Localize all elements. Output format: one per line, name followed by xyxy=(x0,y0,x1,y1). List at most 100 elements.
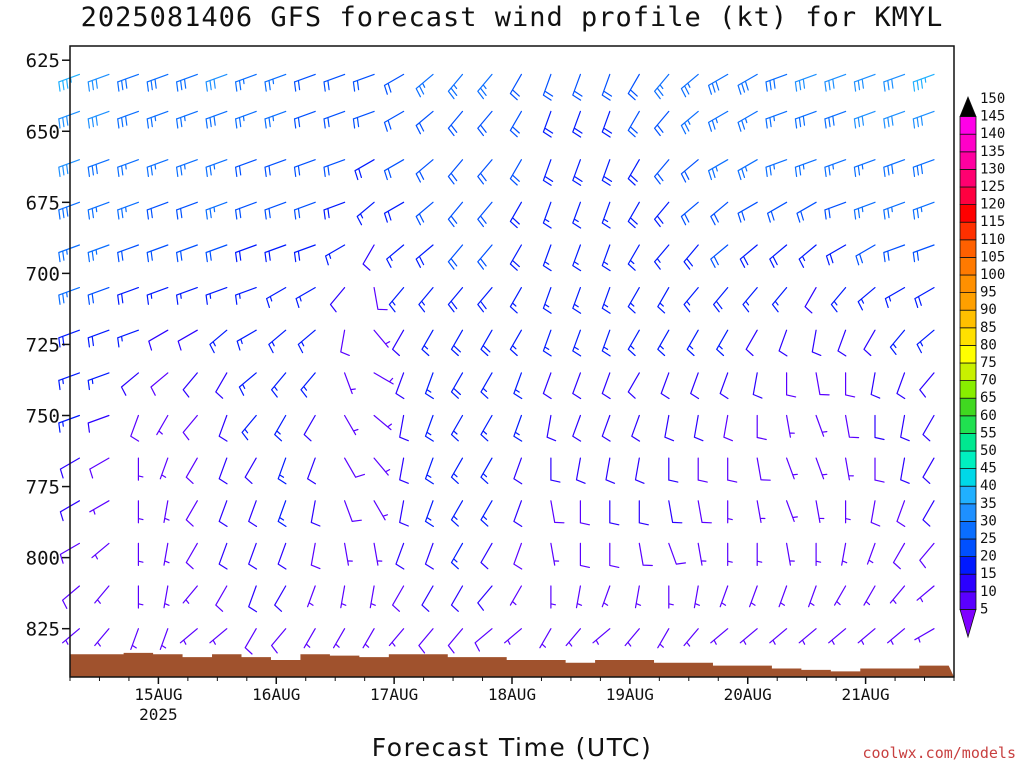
wind-barb xyxy=(664,414,675,442)
colorbar-label: 65 xyxy=(980,390,997,406)
wind-barb xyxy=(572,329,582,357)
chart-title: 2025081406 GFS forecast wind profile (kt… xyxy=(80,2,944,33)
wind-barb xyxy=(480,414,493,442)
colorbar-label: 50 xyxy=(980,443,997,459)
wind-barb xyxy=(293,159,316,177)
wind-barb xyxy=(922,500,935,527)
wind-barb xyxy=(395,542,405,570)
wind-barb xyxy=(786,457,798,480)
wind-barb xyxy=(660,372,670,400)
wind-barb xyxy=(474,628,493,652)
wind-barb xyxy=(708,73,729,95)
y-axis: 625 650 675 700 725 750 775 800 825 xyxy=(26,50,70,641)
wind-barb xyxy=(264,159,287,177)
wind-barb xyxy=(117,110,139,129)
wind-barb xyxy=(159,628,169,650)
wind-barb xyxy=(424,414,434,442)
wind-barb xyxy=(737,201,758,223)
wind-barb xyxy=(654,159,670,185)
wind-barb xyxy=(477,585,493,611)
wind-barb xyxy=(798,244,817,268)
wind-barb-layer xyxy=(58,73,935,655)
wind-barb xyxy=(218,457,228,485)
wind-barb xyxy=(883,110,906,129)
wind-barb xyxy=(264,244,287,263)
colorbar-segment xyxy=(959,292,977,311)
wind-barb xyxy=(883,244,906,263)
wind-barb xyxy=(163,500,170,523)
wind-barb xyxy=(373,542,383,566)
wind-barb xyxy=(550,457,561,483)
surface-terrain xyxy=(70,652,954,677)
wind-barb xyxy=(117,287,139,305)
wind-barb xyxy=(392,585,405,612)
wind-barb xyxy=(356,201,375,226)
wind-barb xyxy=(697,500,712,524)
wind-barb xyxy=(690,372,700,400)
wind-barb xyxy=(824,159,847,177)
wind-barb xyxy=(710,244,729,268)
wind-barb xyxy=(786,500,798,522)
y-tick-label: 625 xyxy=(26,50,60,72)
wind-barb xyxy=(627,329,640,357)
wind-barb xyxy=(480,329,493,357)
y-tick-label: 800 xyxy=(26,548,60,570)
wind-barb xyxy=(450,457,464,484)
wind-barb xyxy=(719,585,729,608)
wind-barb xyxy=(916,329,935,354)
colorbar-segment xyxy=(959,468,977,487)
wind-barb xyxy=(344,372,356,395)
wind-barb xyxy=(542,329,552,357)
wind-barb xyxy=(163,542,170,566)
wind-barb xyxy=(447,73,464,100)
y-tick-label: 750 xyxy=(26,406,60,428)
wind-barb xyxy=(912,110,935,129)
wind-barb xyxy=(218,542,228,570)
wind-barb xyxy=(825,244,847,266)
wind-barb xyxy=(693,414,704,442)
wind-barb xyxy=(912,244,935,263)
wind-barb xyxy=(87,414,110,433)
wind-barb xyxy=(601,201,611,229)
colorbar-label: 115 xyxy=(980,214,1005,230)
wind-barb xyxy=(572,73,583,101)
wind-barb xyxy=(383,73,405,95)
wind-barb xyxy=(244,628,257,655)
wind-barb xyxy=(845,414,860,439)
colorbar-segment xyxy=(959,95,977,117)
wind-barb xyxy=(575,457,586,484)
wind-barb xyxy=(683,287,699,313)
wind-barb xyxy=(627,73,640,101)
colorbar-segment xyxy=(959,556,977,575)
wind-barb xyxy=(392,329,405,357)
wind-barb xyxy=(572,159,583,186)
wind-barb xyxy=(58,372,80,391)
colorbar-label: 35 xyxy=(980,496,997,512)
wind-barb xyxy=(708,159,729,181)
wind-barb xyxy=(137,542,144,566)
wind-barb xyxy=(513,457,523,485)
wind-barb xyxy=(344,542,353,566)
wind-barb xyxy=(218,414,228,442)
x-tick-label: 20AUG xyxy=(724,685,772,704)
wind-barb xyxy=(295,287,316,308)
wind-barb xyxy=(383,110,405,132)
wind-barb xyxy=(509,585,522,606)
x-tick-label: 17AUG xyxy=(370,685,418,704)
wind-barb xyxy=(120,372,139,396)
wind-barb xyxy=(853,73,876,92)
wind-barb xyxy=(815,457,828,480)
wind-barb xyxy=(542,73,554,101)
colorbar-label: 60 xyxy=(980,408,997,424)
wind-barb xyxy=(215,585,228,612)
wind-barb xyxy=(307,585,316,608)
wind-barb xyxy=(205,110,228,129)
wind-barb xyxy=(539,628,552,649)
wind-barb xyxy=(654,244,670,270)
colorbar-label: 75 xyxy=(980,355,997,371)
wind-barb xyxy=(546,414,557,442)
colorbar-label: 45 xyxy=(980,461,997,477)
wind-barb xyxy=(58,414,80,433)
wind-barb xyxy=(91,542,110,560)
wind-barb xyxy=(415,73,434,98)
